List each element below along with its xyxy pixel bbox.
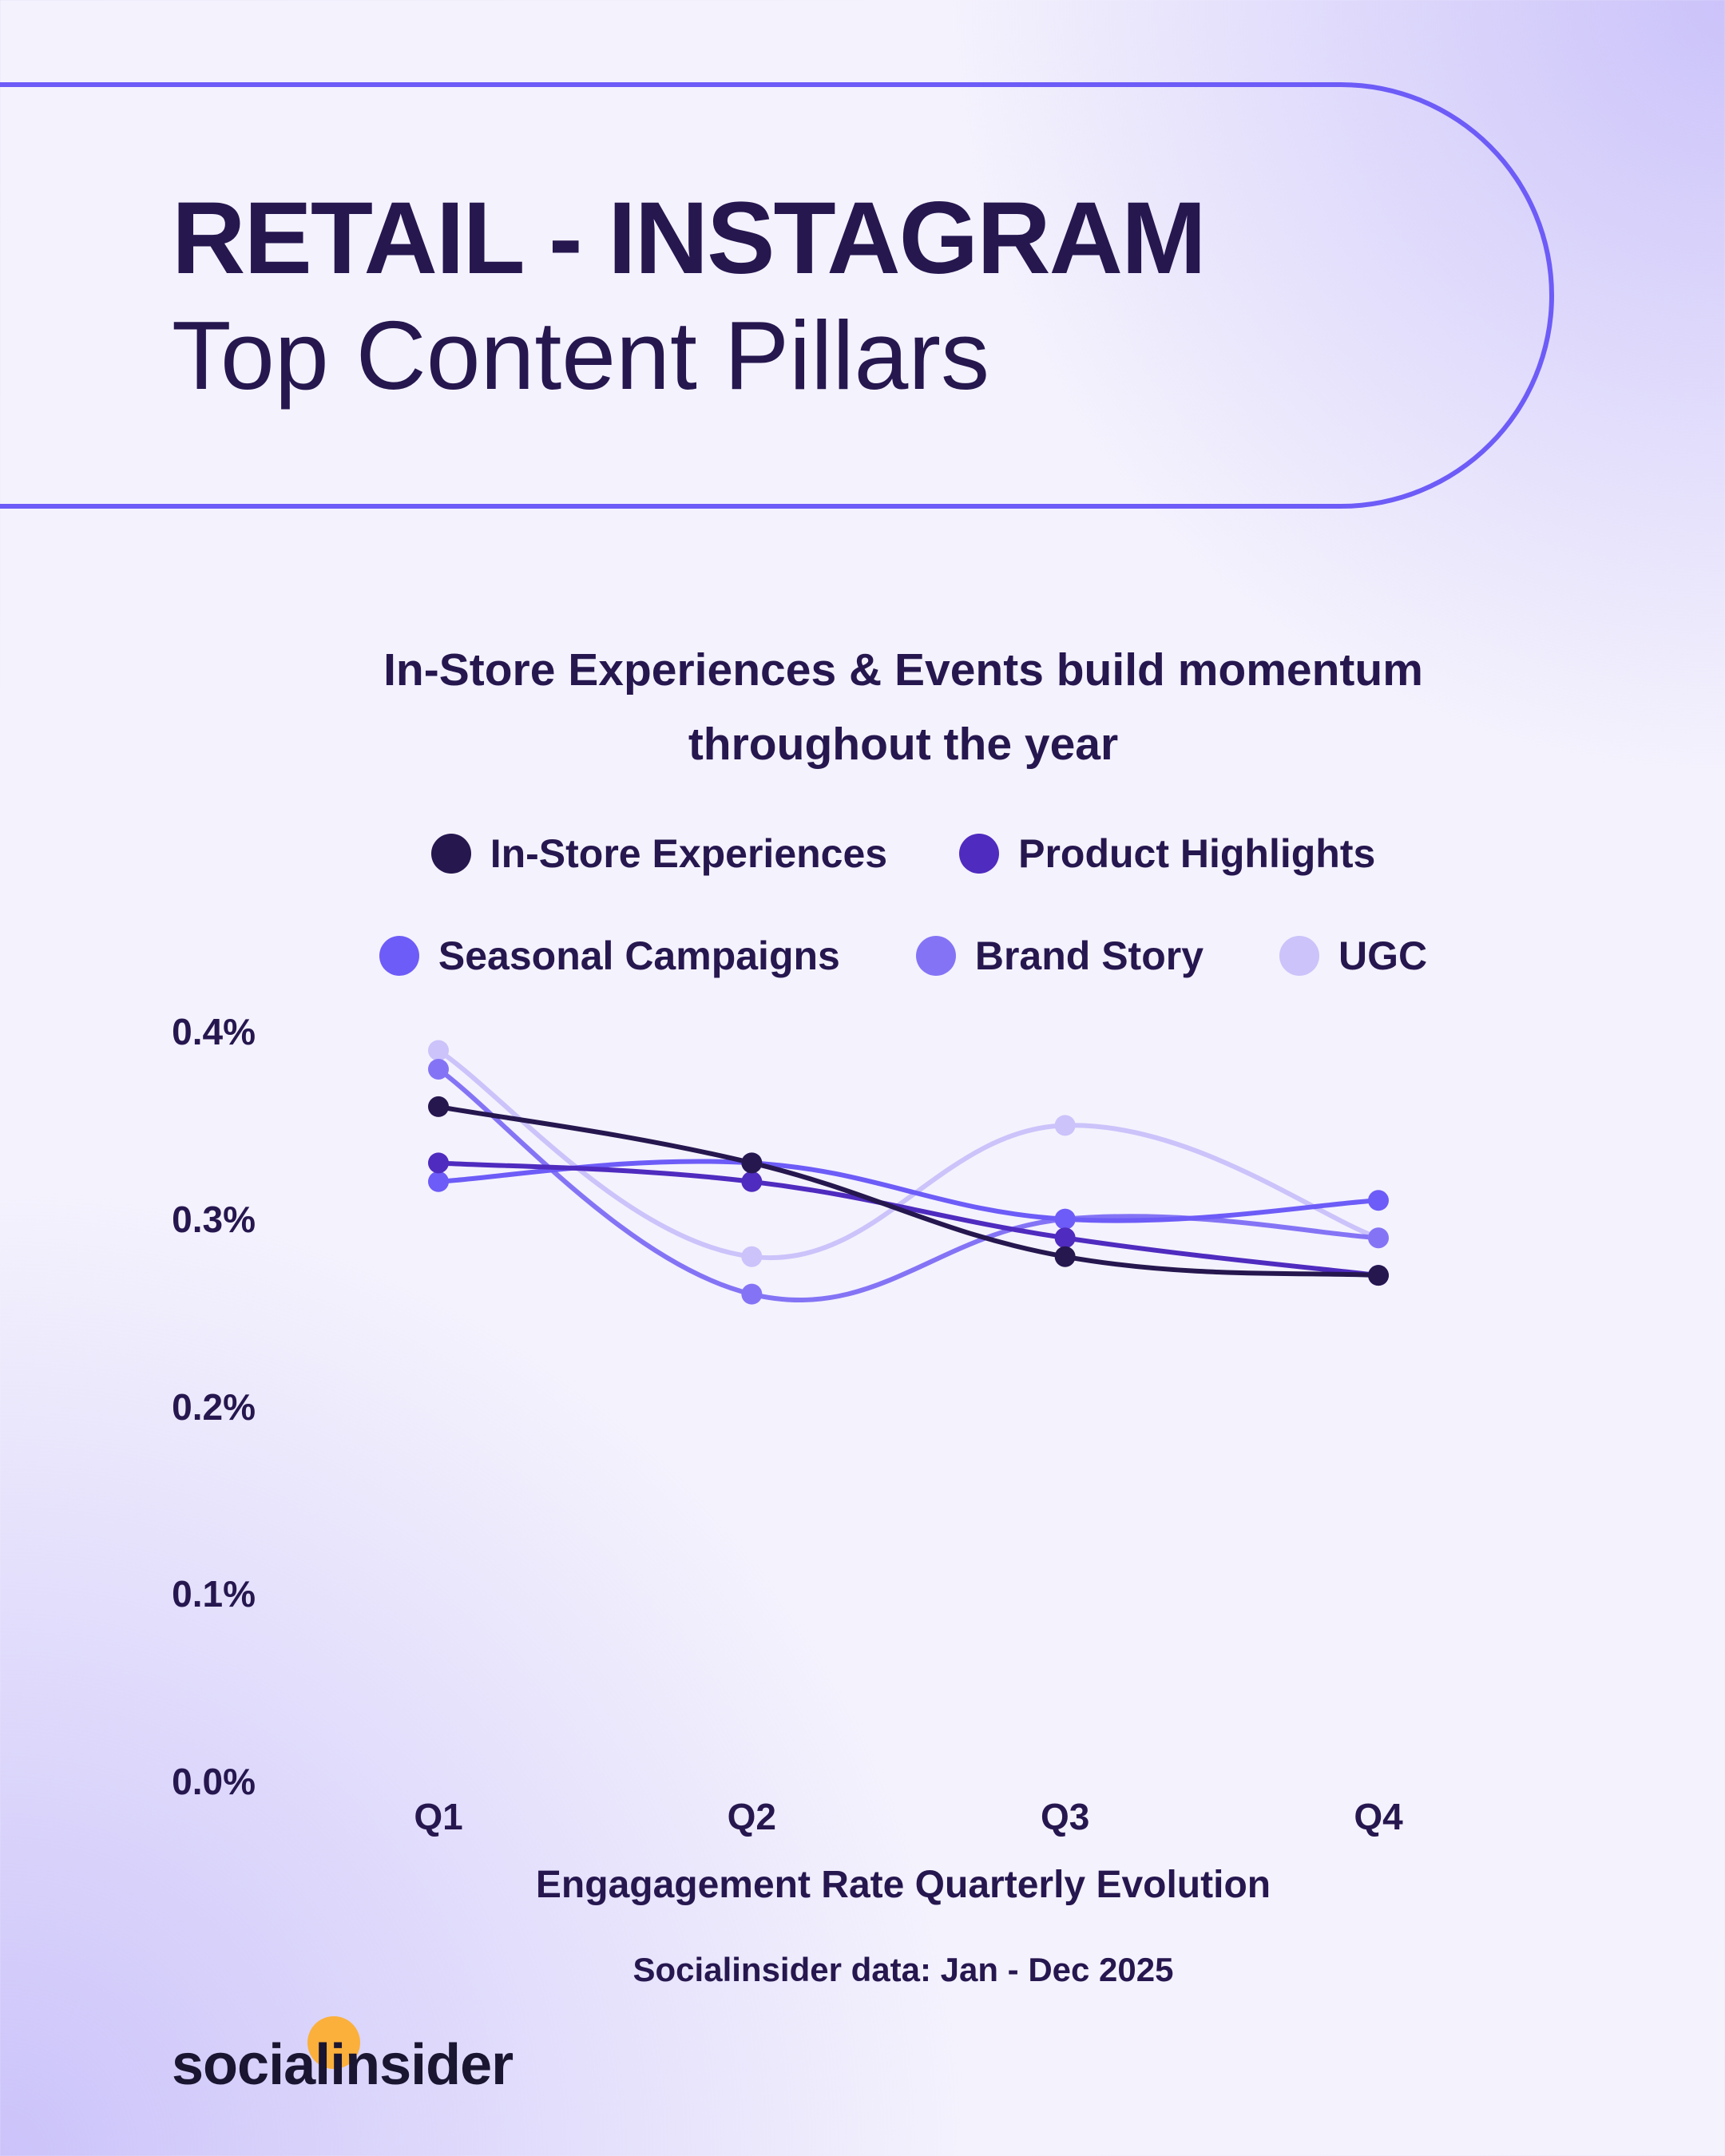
- logo-face-icon: [307, 2016, 360, 2069]
- data-point: [428, 1171, 449, 1192]
- page-title: RETAIL - INSTAGRAM: [172, 181, 1207, 295]
- y-tick-label: 0.3%: [172, 1198, 256, 1240]
- legend-item-ugc: UGC: [1279, 933, 1427, 979]
- data-point: [1054, 1208, 1076, 1230]
- data-point: [428, 1040, 449, 1061]
- chart-title-line-2: throughout the year: [688, 719, 1119, 770]
- socialinsider-logo: socialinsider: [172, 2032, 514, 2098]
- data-point: [428, 1096, 449, 1117]
- data-point: [741, 1171, 763, 1192]
- legend-dot-icon: [430, 834, 471, 874]
- legend-item-seasonal: Seasonal Campaigns: [379, 933, 840, 979]
- legend-dot-icon: [915, 936, 956, 976]
- y-tick-label: 0.1%: [172, 1573, 256, 1615]
- legend-row-1: In-Store Experiences Product Highlights: [0, 830, 1725, 877]
- source-note: Socialinsider data: Jan - Dec 2025: [632, 1951, 1174, 1988]
- series-line: [437, 1067, 1379, 1303]
- series-line: [438, 1160, 1379, 1278]
- data-point: [741, 1246, 763, 1267]
- y-tick-label: 0.0%: [172, 1761, 256, 1802]
- chart-title-line-1: In-Store Experiences & Events build mome…: [383, 644, 1423, 696]
- x-tick-label: Q2: [727, 1796, 777, 1837]
- page-subtitle: Top Content Pillars: [172, 301, 989, 410]
- series-line: [437, 1048, 1380, 1261]
- header-pill: [0, 82, 1554, 509]
- x-tick-label: Q4: [1354, 1796, 1403, 1837]
- data-point: [1054, 1115, 1076, 1136]
- data-point: [1368, 1190, 1389, 1211]
- legend-row-2: Seasonal Campaigns Brand Story UGC: [0, 933, 1725, 979]
- data-point: [741, 1283, 763, 1305]
- legend-item-in-store: In-Store Experiences: [430, 830, 888, 877]
- legend-item-brand: Brand Story: [915, 933, 1204, 979]
- x-tick-label: Q3: [1040, 1796, 1090, 1837]
- chart-title: In-Store Experiences & Events build mome…: [0, 633, 1725, 782]
- legend-dot-icon: [959, 834, 1000, 874]
- data-point: [428, 1058, 449, 1080]
- legend-dot-icon: [1279, 936, 1320, 976]
- x-axis-title: Engagagement Rate Quarterly Evolution: [535, 1864, 1271, 1906]
- legend-item-product: Product Highlights: [959, 830, 1375, 877]
- legend-label: Brand Story: [974, 933, 1204, 978]
- x-tick-label: Q1: [414, 1796, 463, 1837]
- data-point: [1054, 1227, 1076, 1249]
- data-point: [1368, 1265, 1389, 1286]
- legend-label: Seasonal Campaigns: [438, 933, 840, 978]
- data-point: [428, 1152, 449, 1174]
- data-point: [741, 1152, 763, 1174]
- legend-dot-icon: [379, 936, 419, 976]
- series-line: [438, 1104, 1379, 1278]
- data-point: [1368, 1227, 1389, 1249]
- legend-label: UGC: [1338, 933, 1428, 978]
- data-point: [1054, 1246, 1076, 1267]
- legend-label: Product Highlights: [1018, 831, 1376, 876]
- y-tick-label: 0.2%: [172, 1385, 256, 1428]
- logo-text: socialinsider: [172, 2033, 514, 2097]
- y-tick-label: 0.4%: [172, 1011, 256, 1052]
- legend-label: In-Store Experiences: [490, 831, 888, 876]
